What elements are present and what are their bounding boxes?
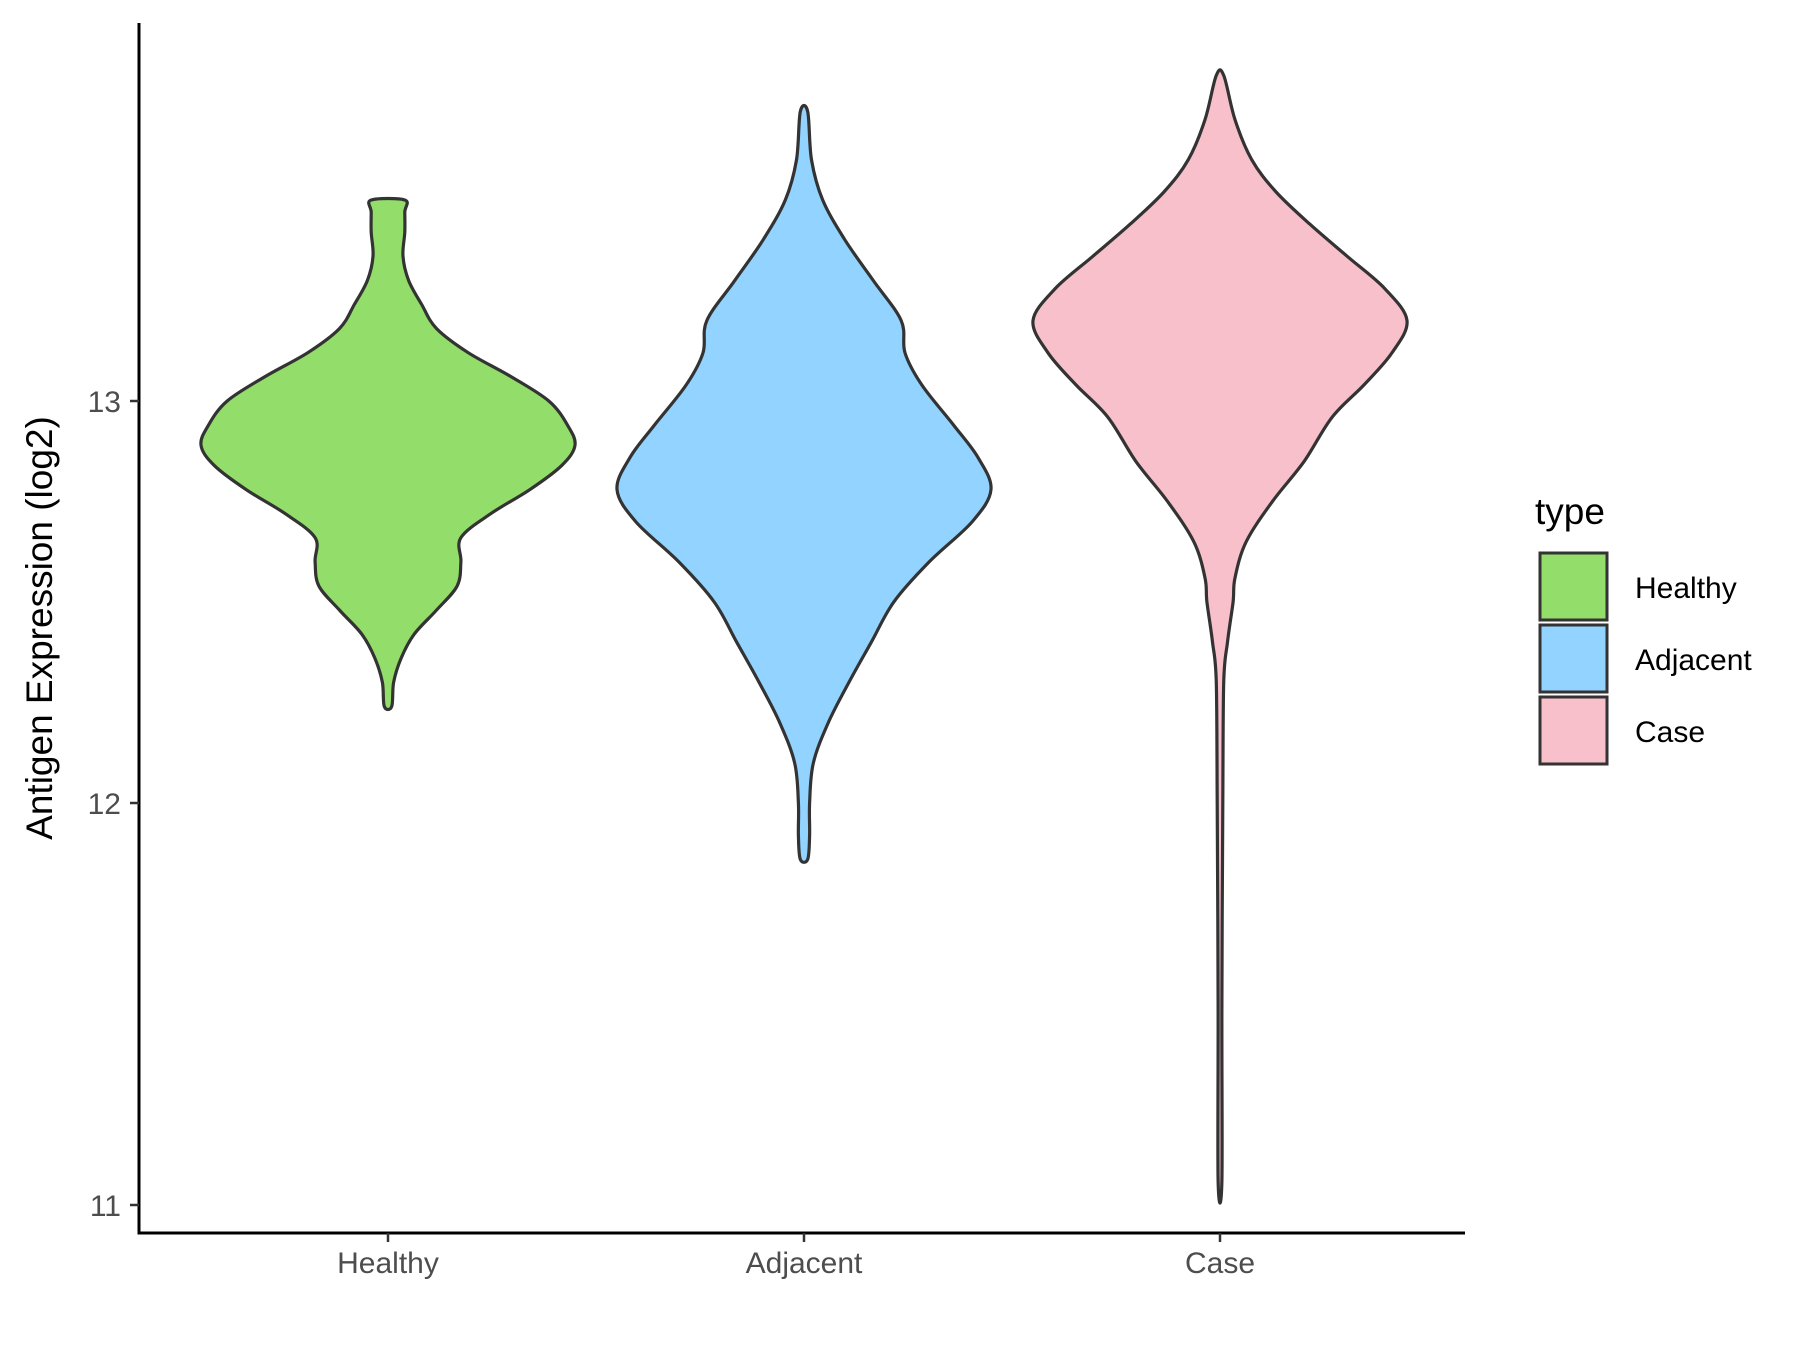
legend-swatch-healthy xyxy=(1538,551,1609,622)
legend-label-case: Case xyxy=(1635,716,1705,749)
violin-case xyxy=(1031,68,1409,1205)
y-axis-ticks: 11 12 13 xyxy=(88,386,139,1223)
legend-swatch-adjacent xyxy=(1538,623,1609,694)
y-tick-label: 13 xyxy=(88,386,121,419)
x-axis-ticks: Healthy Adjacent Case xyxy=(337,1233,1255,1280)
legend-swatch-case xyxy=(1538,695,1609,766)
legend-items: Healthy Adjacent Case xyxy=(1538,551,1752,766)
x-tick-label-adjacent: Adjacent xyxy=(746,1247,863,1280)
violin-healthy xyxy=(199,196,577,712)
violin-adjacent xyxy=(615,103,993,864)
x-tick-label-healthy: Healthy xyxy=(337,1247,439,1280)
legend: type Healthy Adjacent Case xyxy=(1535,491,1752,766)
x-tick-label-case: Case xyxy=(1185,1247,1255,1280)
legend-label-healthy: Healthy xyxy=(1635,572,1737,605)
violin-layer xyxy=(199,68,1409,1205)
legend-label-adjacent: Adjacent xyxy=(1635,644,1752,677)
legend-title: type xyxy=(1535,491,1605,532)
y-tick-label: 12 xyxy=(88,788,121,821)
y-axis-title: Antigen Expression (log2) xyxy=(19,416,60,840)
y-tick-label: 11 xyxy=(90,1190,121,1223)
